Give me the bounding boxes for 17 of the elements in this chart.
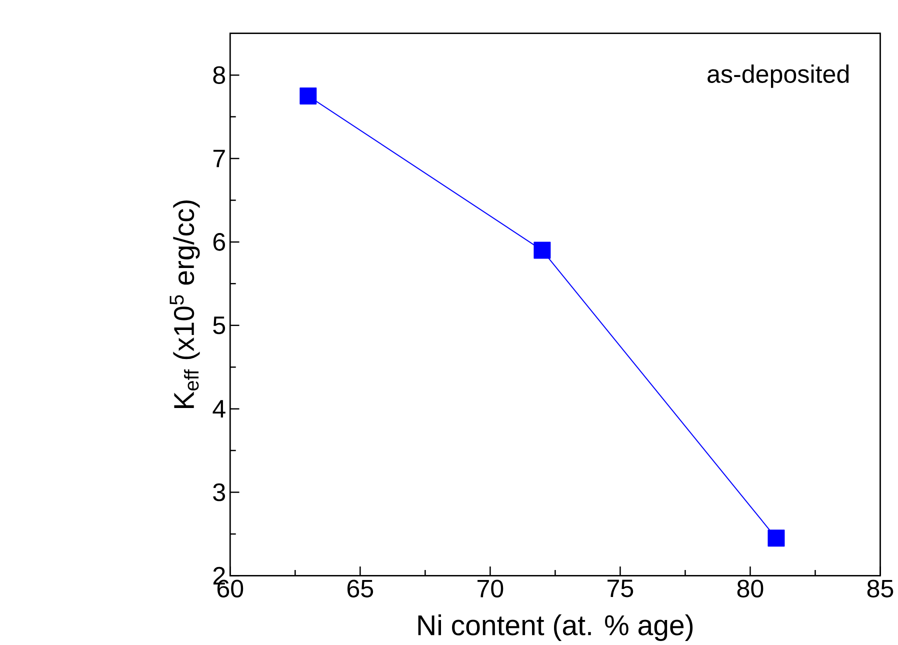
y-tick-label: 4: [212, 400, 226, 418]
point: [300, 88, 317, 105]
y-tick-label: 8: [213, 66, 226, 84]
annotation: as-deposited: [708, 64, 849, 88]
point: [768, 530, 785, 547]
x-tick-label: 85: [867, 580, 894, 598]
x-tick-label: 80: [737, 580, 764, 598]
x-tick-label: 75: [608, 580, 634, 598]
y-tick-label: 5: [213, 316, 226, 334]
x-axis-title: Ni content (at. % age): [418, 614, 693, 642]
point: [534, 242, 551, 259]
y-tick-label: 3: [213, 483, 226, 502]
y-tick-label: 7: [213, 150, 225, 168]
y-tick-label: 6: [213, 233, 226, 251]
x-tick-label: 65: [347, 580, 374, 598]
y-axis-title: K$_{eff}$ (x10$^{5}$ erg/cc): [170, 200, 200, 408]
x-tick-label: 70: [478, 580, 504, 598]
